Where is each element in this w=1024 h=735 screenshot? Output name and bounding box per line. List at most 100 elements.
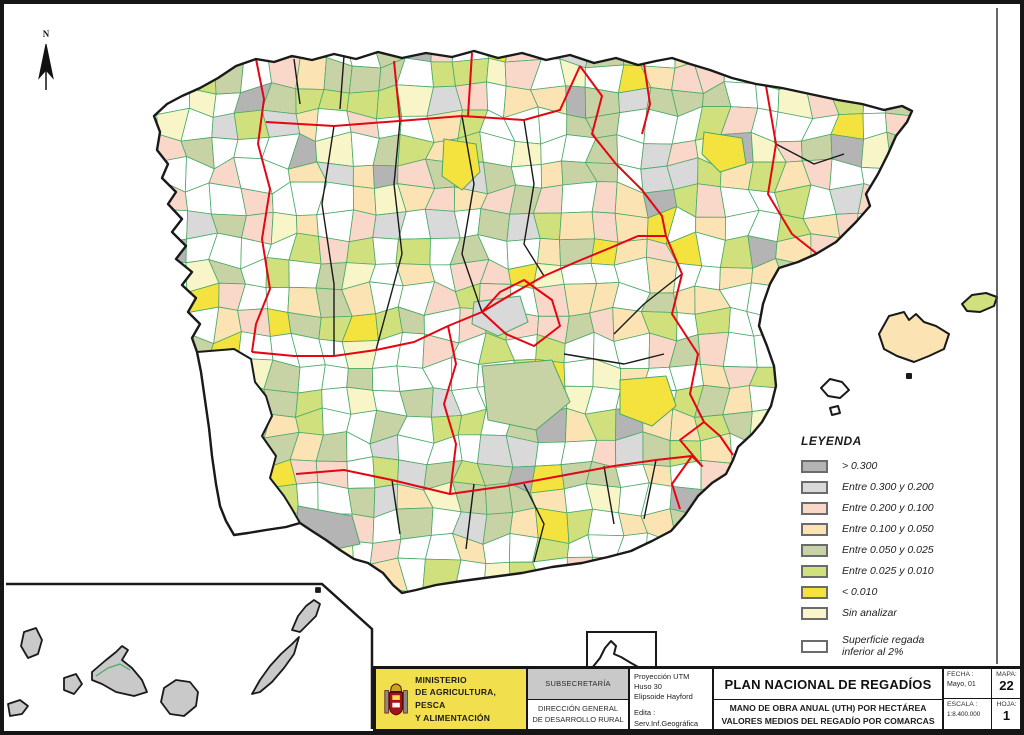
la-gomera-island bbox=[63, 673, 83, 695]
comarca-cell bbox=[641, 585, 677, 593]
comarca-cell bbox=[236, 564, 274, 592]
detail-inset bbox=[586, 631, 657, 671]
comarca-cell bbox=[236, 582, 267, 593]
comarca-cell bbox=[720, 487, 757, 520]
legend-swatch bbox=[801, 607, 828, 620]
legend: LEYENDA > 0.300 Entre 0.300 y 0.200 Entre … bbox=[801, 434, 1016, 666]
comarca-cell bbox=[206, 535, 237, 570]
legend-item-label: Entre 0.100 y 0.050 bbox=[842, 523, 934, 536]
comarca-cell bbox=[832, 334, 867, 364]
comarca-cell bbox=[908, 51, 912, 64]
comarca-cell bbox=[185, 306, 220, 345]
comarca-cell bbox=[666, 585, 703, 593]
comarca-cell bbox=[540, 160, 564, 189]
comarca-cell bbox=[287, 556, 322, 593]
comarca-cell bbox=[372, 237, 399, 265]
comarca-cell bbox=[757, 587, 786, 593]
comarca-cell bbox=[507, 580, 541, 593]
comarca-cell bbox=[590, 592, 616, 593]
comarca-cell bbox=[557, 590, 597, 593]
comarca-cell bbox=[590, 238, 619, 266]
legend-swatch bbox=[801, 544, 828, 557]
legend-swatch bbox=[801, 639, 828, 653]
comarca-cell bbox=[834, 51, 862, 69]
fecha-value: Mayo, 01 bbox=[947, 681, 976, 688]
comarca-cell bbox=[698, 585, 725, 593]
escala-cell: ESCALA : 1:8.400.000 bbox=[944, 699, 991, 729]
comarca-cell bbox=[482, 592, 511, 593]
comarca-cell bbox=[591, 211, 619, 243]
comarca-cell bbox=[537, 237, 561, 267]
comarca-cell bbox=[697, 540, 724, 560]
legend-swatch bbox=[801, 502, 828, 515]
comarca-cell bbox=[670, 556, 706, 593]
comarca-cell bbox=[154, 233, 163, 266]
comarca-cell bbox=[888, 387, 912, 417]
edita-line-1: Edita : bbox=[634, 708, 656, 718]
canary-inset bbox=[6, 582, 374, 729]
comarca-cell bbox=[154, 84, 160, 116]
edita-line-2: Serv.Inf.Geográfica bbox=[634, 718, 699, 728]
legend-title: LEYENDA bbox=[801, 434, 862, 448]
comarca-cell bbox=[188, 458, 213, 493]
comarca-cell bbox=[915, 160, 943, 187]
comarca-cell bbox=[590, 556, 617, 593]
comarca-cell bbox=[317, 89, 350, 112]
comarca-cell bbox=[486, 57, 507, 87]
comarca-cell bbox=[184, 511, 219, 543]
comarca-cell bbox=[755, 513, 787, 542]
comarca-cell bbox=[208, 582, 245, 593]
comarca-cell bbox=[243, 51, 269, 63]
comarca-cell bbox=[509, 507, 539, 539]
comarca-cell bbox=[347, 487, 376, 519]
comarca-cell bbox=[774, 287, 811, 319]
comarca-cell bbox=[722, 331, 758, 368]
comarca-cell bbox=[156, 433, 190, 463]
comarca-cell bbox=[723, 51, 759, 66]
comarca-cell bbox=[774, 331, 804, 368]
comarca-cell bbox=[908, 61, 912, 90]
comarca-cell bbox=[422, 587, 456, 593]
comarca-cell bbox=[157, 333, 190, 369]
comarca-patch bbox=[481, 359, 571, 431]
comarca-cell bbox=[560, 181, 598, 214]
comarca-cell bbox=[154, 107, 159, 143]
comarca-cell bbox=[288, 259, 322, 289]
hoja-cell: HOJA: 1 bbox=[991, 699, 1020, 729]
mapa-value: 22 bbox=[999, 678, 1014, 693]
projection-cell: Proyección UTM Huso 30 Elipsoide Hayford… bbox=[630, 669, 714, 729]
comarca-cell bbox=[321, 364, 349, 391]
legend-item: Entre 0.100 y 0.050 bbox=[801, 523, 1016, 536]
comarca-cell bbox=[855, 51, 888, 69]
comarca-cell bbox=[154, 51, 158, 66]
comarca-cell bbox=[700, 487, 733, 518]
comarca-cell bbox=[908, 214, 912, 240]
ministry-cell: MINISTERIO DE AGRICULTURA, PESCA Y ALIME… bbox=[376, 669, 528, 729]
comarca-cell bbox=[531, 557, 569, 592]
legend-item-label: > 0.300 bbox=[842, 460, 878, 473]
comarca-cell bbox=[317, 556, 355, 589]
comarca-cell bbox=[746, 461, 784, 489]
menorca-island bbox=[961, 292, 998, 313]
legend-swatch bbox=[801, 481, 828, 494]
projection-line-2: Huso 30 bbox=[634, 682, 662, 692]
comarca-cell bbox=[913, 116, 944, 142]
comarca-cell bbox=[154, 586, 187, 593]
tenerife-comarca-line bbox=[95, 663, 131, 677]
comarca-cell bbox=[396, 507, 434, 540]
projection-line-3: Elipsoide Hayford bbox=[634, 692, 693, 702]
legend-item: Superficie regada inferior al 2% bbox=[801, 634, 1016, 658]
comarca-patch bbox=[471, 295, 529, 337]
legend-item-label: Entre 0.200 y 0.100 bbox=[842, 502, 934, 515]
comarca-cell bbox=[889, 214, 912, 241]
comarca-patch bbox=[619, 375, 677, 427]
map-title-cell: PLAN NACIONAL DE REGADÍOS MANO DE OBRA A… bbox=[714, 669, 944, 729]
comarca-cell bbox=[719, 235, 754, 269]
comarca-cell bbox=[886, 131, 912, 170]
comarca-cell bbox=[860, 65, 888, 91]
comarca-cell bbox=[887, 159, 912, 192]
comarca-cell bbox=[670, 540, 706, 560]
comarca-cell bbox=[154, 284, 160, 316]
comarca-cell bbox=[753, 537, 787, 569]
